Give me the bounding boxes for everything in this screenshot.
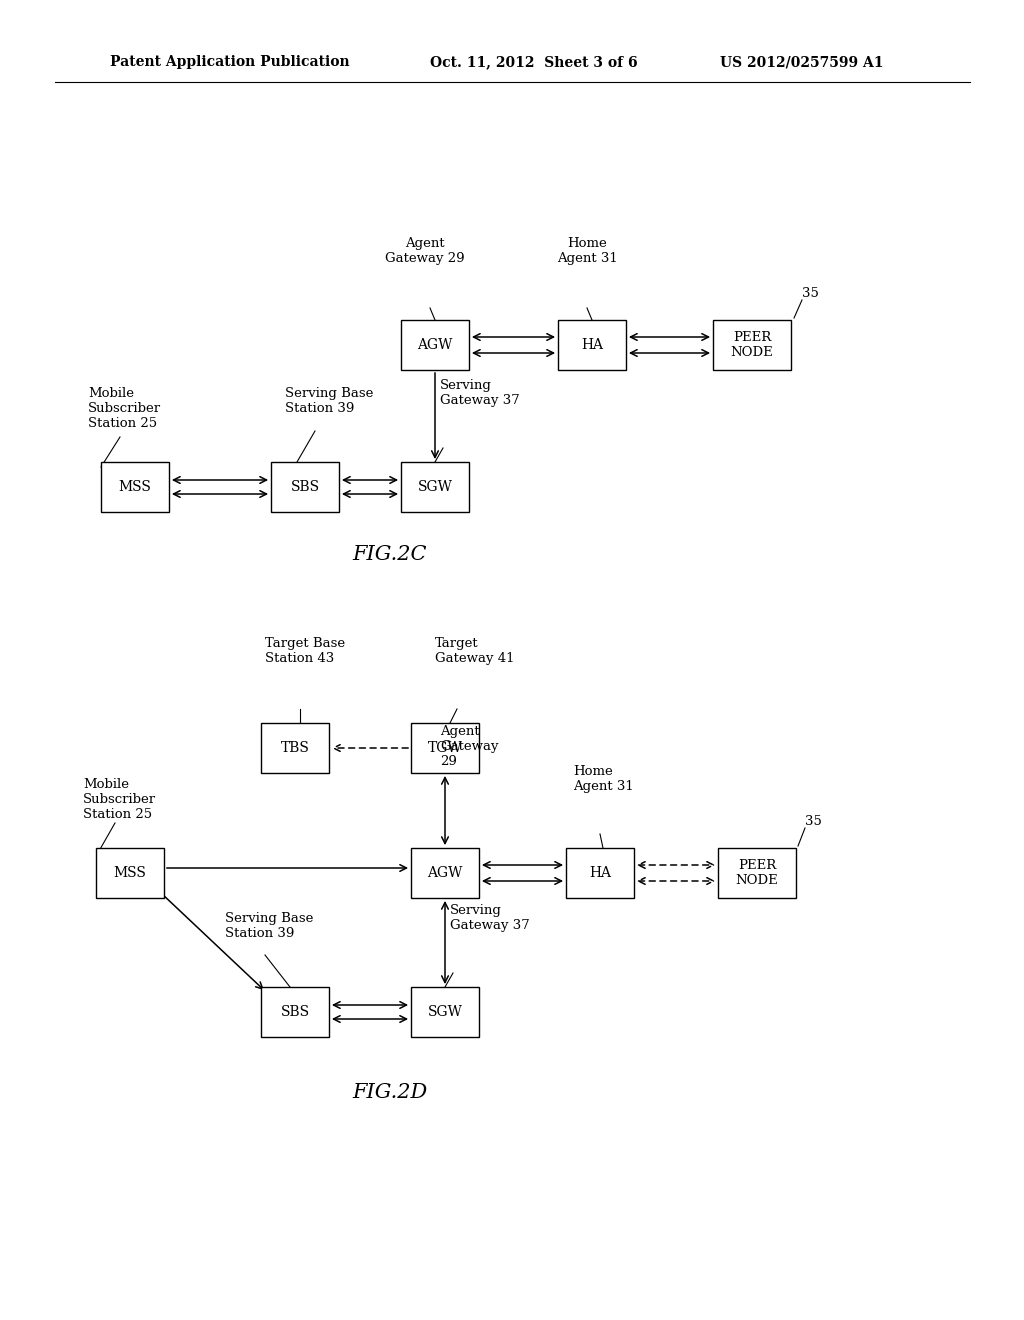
Bar (718, 847, 796, 898)
Bar (401, 319, 469, 370)
Text: US 2012/0257599 A1: US 2012/0257599 A1 (720, 55, 884, 69)
Text: MSS: MSS (114, 866, 146, 880)
Text: PEER
NODE: PEER NODE (735, 859, 778, 887)
Text: Serving Base
Station 39: Serving Base Station 39 (225, 912, 313, 940)
Text: 35: 35 (802, 286, 819, 300)
Text: Target
Gateway 41: Target Gateway 41 (435, 638, 514, 665)
Text: Agent
Gateway
29: Agent Gateway 29 (440, 725, 499, 768)
Bar (411, 847, 479, 898)
Bar (261, 987, 329, 1038)
Text: HA: HA (589, 866, 611, 880)
Bar (566, 847, 634, 898)
Bar (261, 723, 329, 774)
Text: SBS: SBS (281, 1005, 309, 1019)
Text: SGW: SGW (418, 480, 453, 494)
Text: TBS: TBS (281, 741, 309, 755)
Text: Mobile
Subscriber
Station 25: Mobile Subscriber Station 25 (88, 387, 161, 430)
Text: Target Base
Station 43: Target Base Station 43 (265, 638, 345, 665)
Text: Mobile
Subscriber
Station 25: Mobile Subscriber Station 25 (83, 777, 156, 821)
Text: Home
Agent 31: Home Agent 31 (557, 238, 617, 265)
Text: SGW: SGW (428, 1005, 463, 1019)
Text: Home
Agent 31: Home Agent 31 (573, 766, 634, 793)
Text: Serving
Gateway 37: Serving Gateway 37 (440, 379, 520, 407)
Text: HA: HA (581, 338, 603, 352)
Text: PEER
NODE: PEER NODE (731, 331, 773, 359)
Text: AGW: AGW (418, 338, 453, 352)
Bar (101, 462, 169, 512)
Text: TGW: TGW (428, 741, 462, 755)
Text: Serving
Gateway 37: Serving Gateway 37 (450, 904, 529, 932)
Bar (411, 723, 479, 774)
Text: Oct. 11, 2012  Sheet 3 of 6: Oct. 11, 2012 Sheet 3 of 6 (430, 55, 638, 69)
Bar (558, 319, 626, 370)
Bar (401, 462, 469, 512)
Bar (713, 319, 791, 370)
Text: FIG.2C: FIG.2C (352, 545, 427, 565)
Text: Patent Application Publication: Patent Application Publication (110, 55, 349, 69)
Text: Serving Base
Station 39: Serving Base Station 39 (285, 387, 374, 414)
Bar (96, 847, 164, 898)
Text: MSS: MSS (119, 480, 152, 494)
Text: Agent
Gateway 29: Agent Gateway 29 (385, 238, 465, 265)
Text: SBS: SBS (291, 480, 319, 494)
Text: 35: 35 (805, 814, 822, 828)
Text: FIG.2D: FIG.2D (352, 1082, 428, 1101)
Text: AGW: AGW (427, 866, 463, 880)
Bar (411, 987, 479, 1038)
Bar (271, 462, 339, 512)
